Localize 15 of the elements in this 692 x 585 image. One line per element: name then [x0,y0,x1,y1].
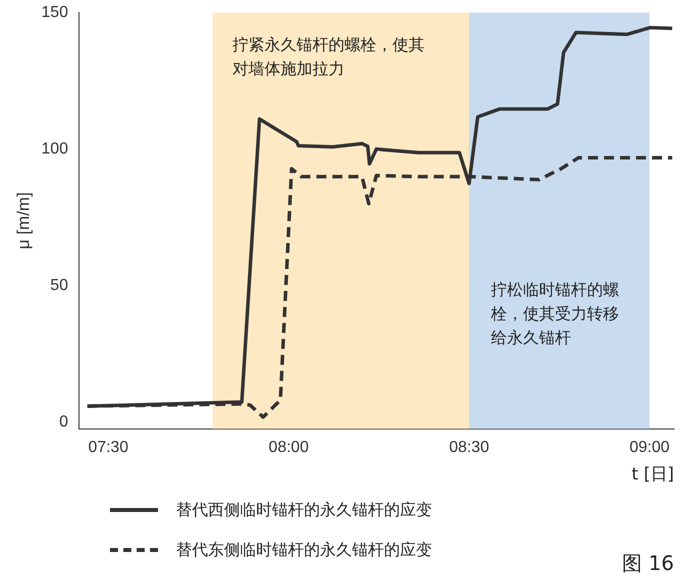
legend-label: 替代东侧临时锚杆的永久锚杆的应变 [176,540,432,560]
y-tick-label: 50 [50,276,68,294]
y-axis-title: μ [m/m] [14,192,33,250]
y-tick-label: 100 [41,140,68,158]
x-tick-label: 09:00 [629,438,670,456]
legend-label: 替代西侧临时锚杆的永久锚杆的应变 [176,500,432,520]
x-tick-label: 07:30 [88,438,128,456]
x-tick-label: 08:00 [268,438,309,456]
x-tick-label: 08:30 [449,438,490,456]
x-axis-title: t [日] [632,464,674,485]
y-tick-label: 150 [41,4,68,22]
band-label: 拧紧永久锚杆的螺栓，使其对墙体施加拉力 [232,34,425,78]
band-label: 拧松临时锚杆的螺栓，使其受力转移给永久锚杆 [490,280,620,347]
y-tick-label: 0 [59,413,68,430]
caption: 图 16 [622,550,674,577]
